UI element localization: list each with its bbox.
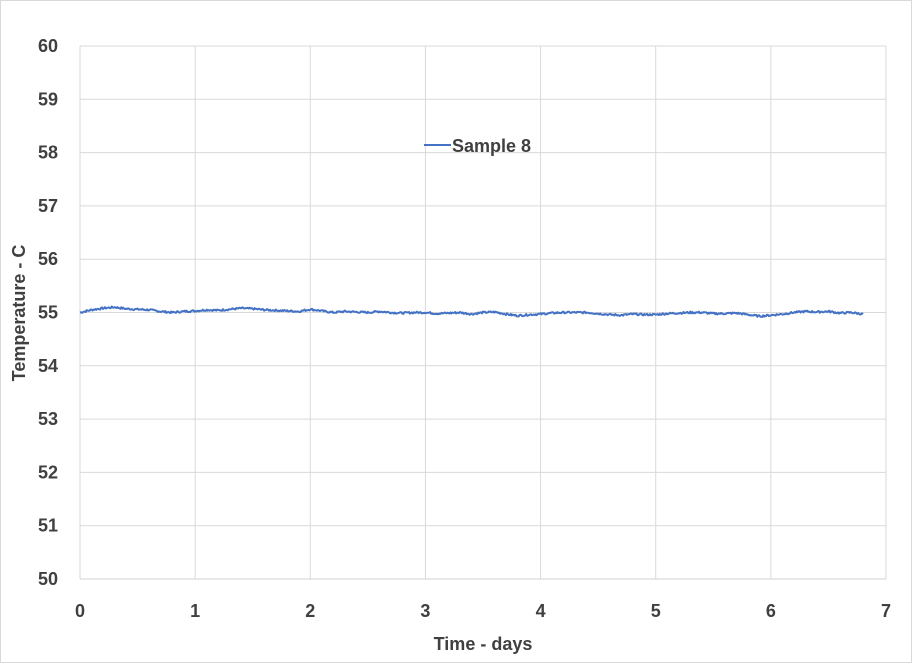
y-tick-label: 58 <box>38 143 58 163</box>
legend: Sample 8 <box>424 136 531 156</box>
y-tick-label: 60 <box>38 36 58 56</box>
x-tick-label: 1 <box>190 601 200 621</box>
y-tick-label: 53 <box>38 409 58 429</box>
x-tick-labels: 0 1 2 3 4 5 6 7 <box>75 601 891 621</box>
y-tick-label: 50 <box>38 569 58 589</box>
x-tick-label: 7 <box>881 601 891 621</box>
series <box>79 305 864 318</box>
x-tick-label: 3 <box>420 601 430 621</box>
series-line-sample-8 <box>79 305 864 318</box>
x-tick-label: 2 <box>305 601 315 621</box>
x-tick-label: 6 <box>766 601 776 621</box>
y-axis-title: Temperature - C <box>9 245 29 382</box>
y-tick-label: 51 <box>38 516 58 536</box>
y-tick-label: 55 <box>38 303 58 323</box>
y-tick-labels: 50 51 52 53 54 55 56 57 58 59 60 <box>38 36 58 589</box>
y-tick-label: 52 <box>38 462 58 482</box>
legend-label-sample-8: Sample 8 <box>452 136 531 156</box>
x-tick-label: 4 <box>536 601 546 621</box>
x-tick-label: 5 <box>651 601 661 621</box>
y-tick-label: 54 <box>38 356 58 376</box>
x-axis-title: Time - days <box>434 634 533 654</box>
y-tick-label: 56 <box>38 249 58 269</box>
x-tick-label: 0 <box>75 601 85 621</box>
y-tick-label: 57 <box>38 196 58 216</box>
y-tick-label: 59 <box>38 89 58 109</box>
